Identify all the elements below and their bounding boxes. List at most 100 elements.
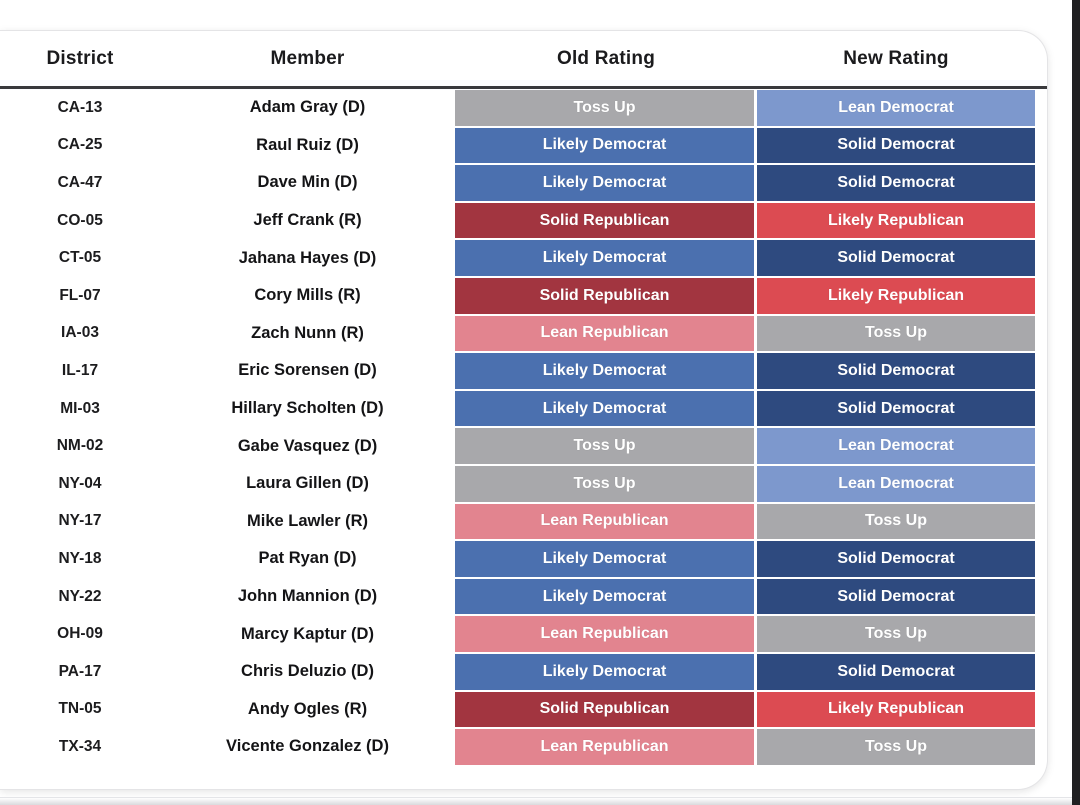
old-rating-cell: Likely Democrat [455,165,754,201]
table-row: TN-05 Andy Ogles (R) Solid Republican Li… [0,691,1047,729]
district-cell: MI-03 [60,399,100,417]
table-row: NY-18 Pat Ryan (D) Likely Democrat Solid… [0,540,1047,578]
member-cell: Jeff Crank (R) [253,211,362,230]
district-cell: FL-07 [59,286,101,304]
table-row: IA-03 Zach Nunn (R) Lean Republican Toss… [0,315,1047,353]
member-cell: Marcy Kaptur (D) [241,624,374,643]
table-row: NY-22 John Mannion (D) Likely Democrat S… [0,578,1047,616]
table-row: NY-04 Laura Gillen (D) Toss Up Lean Demo… [0,465,1047,503]
member-cell: Andy Ogles (R) [247,699,368,718]
member-cell: Pat Ryan (D) [258,549,357,568]
old-rating-cell: Likely Democrat [455,240,754,276]
table-row: NY-17 Mike Lawler (R) Lean Republican To… [0,503,1047,541]
table-body: CA-13 Adam Gray (D) Toss Up Lean Democra… [0,89,1047,766]
district-cell: TX-34 [58,737,102,755]
right-edge-strip [1072,0,1080,805]
old-rating-cell: Solid Republican [455,691,754,728]
member-cell: Vicente Gonzalez (D) [226,737,389,756]
new-rating-cell: Lean Democrat [757,428,1035,464]
old-rating-cell: Likely Democrat [455,578,754,615]
district-cell: CT-05 [58,249,102,267]
district-cell: NM-02 [56,437,104,455]
new-rating-cell: Lean Democrat [757,90,1035,126]
old-rating-cell: Solid Republican [455,277,754,314]
member-cell: Chris Deluzio (D) [241,662,374,681]
district-cell: OH-09 [57,625,103,643]
col-header-old-rating: Old Rating [556,47,656,69]
new-rating-cell: Lean Democrat [757,465,1035,502]
new-rating-cell: Solid Democrat [757,541,1035,577]
new-rating-cell: Toss Up [757,729,1035,765]
old-rating-cell: Lean Republican [455,729,754,765]
bottom-edge-strip [0,797,1072,805]
table-row: PA-17 Chris Deluzio (D) Likely Democrat … [0,653,1047,691]
table-header-row: District Member Old Rating New Rating [0,31,1047,89]
district-cell: NY-04 [58,474,102,492]
district-cell: NY-18 [58,549,102,567]
member-cell: Adam Gray (D) [249,98,366,117]
old-rating-cell: Likely Democrat [455,390,754,427]
table-row: CA-13 Adam Gray (D) Toss Up Lean Democra… [0,89,1047,127]
col-header-district: District [46,47,114,69]
member-cell: Cory Mills (R) [254,286,361,305]
new-rating-cell: Solid Democrat [757,390,1035,427]
table-row: CT-05 Jahana Hayes (D) Likely Democrat S… [0,239,1047,277]
old-rating-cell: Likely Democrat [455,653,754,690]
table-row: CA-25 Raul Ruiz (D) Likely Democrat Soli… [0,127,1047,165]
old-rating-cell: Toss Up [455,428,754,464]
district-cell: IL-17 [61,361,99,379]
table-row: CO-05 Jeff Crank (R) Solid Republican Li… [0,202,1047,240]
old-rating-cell: Lean Republican [455,616,754,652]
old-rating-cell: Likely Democrat [455,541,754,577]
col-header-new-rating: New Rating [843,47,949,69]
new-rating-cell: Likely Republican [757,277,1035,314]
table-row: TX-34 Vicente Gonzalez (D) Lean Republic… [0,728,1047,766]
district-cell: PA-17 [58,662,102,680]
new-rating-cell: Likely Republican [757,202,1035,239]
district-cell: TN-05 [58,700,102,718]
table-row: NM-02 Gabe Vasquez (D) Toss Up Lean Demo… [0,427,1047,465]
old-rating-cell: Likely Democrat [455,127,754,164]
district-cell: IA-03 [61,324,99,342]
district-cell: NY-22 [58,587,102,605]
table-row: CA-47 Dave Min (D) Likely Democrat Solid… [0,164,1047,202]
new-rating-cell: Toss Up [757,616,1035,652]
member-cell: Eric Sorensen (D) [238,361,377,380]
district-cell: CO-05 [57,211,103,229]
member-cell: John Mannion (D) [237,587,378,606]
old-rating-cell: Toss Up [455,90,754,126]
district-cell: CA-13 [57,98,103,116]
member-cell: Gabe Vasquez (D) [237,436,378,455]
ratings-table-card: District Member Old Rating New Rating CA… [0,30,1048,790]
new-rating-cell: Solid Democrat [757,353,1035,389]
new-rating-cell: Solid Democrat [757,127,1035,164]
table-row: OH-09 Marcy Kaptur (D) Lean Republican T… [0,615,1047,653]
old-rating-cell: Solid Republican [455,202,754,239]
col-header-member: Member [270,47,345,69]
new-rating-cell: Solid Democrat [757,653,1035,690]
member-cell: Dave Min (D) [257,173,358,192]
table-row: IL-17 Eric Sorensen (D) Likely Democrat … [0,352,1047,390]
member-cell: Laura Gillen (D) [246,474,369,493]
new-rating-cell: Toss Up [757,315,1035,352]
old-rating-cell: Lean Republican [455,315,754,352]
district-cell: CA-47 [57,173,103,191]
old-rating-cell: Lean Republican [455,503,754,540]
district-cell: NY-17 [58,512,102,530]
new-rating-cell: Solid Democrat [757,578,1035,615]
member-cell: Raul Ruiz (D) [256,135,359,154]
new-rating-cell: Likely Republican [757,691,1035,728]
member-cell: Jahana Hayes (D) [238,248,377,267]
new-rating-cell: Solid Democrat [757,240,1035,276]
old-rating-cell: Likely Democrat [455,353,754,389]
table-row: FL-07 Cory Mills (R) Solid Republican Li… [0,277,1047,315]
table-row: MI-03 Hillary Scholten (D) Likely Democr… [0,390,1047,428]
old-rating-cell: Toss Up [455,465,754,502]
member-cell: Mike Lawler (R) [246,511,369,530]
member-cell: Zach Nunn (R) [251,323,364,342]
new-rating-cell: Solid Democrat [757,165,1035,201]
member-cell: Hillary Scholten (D) [231,399,384,418]
district-cell: CA-25 [57,136,103,154]
new-rating-cell: Toss Up [757,503,1035,540]
